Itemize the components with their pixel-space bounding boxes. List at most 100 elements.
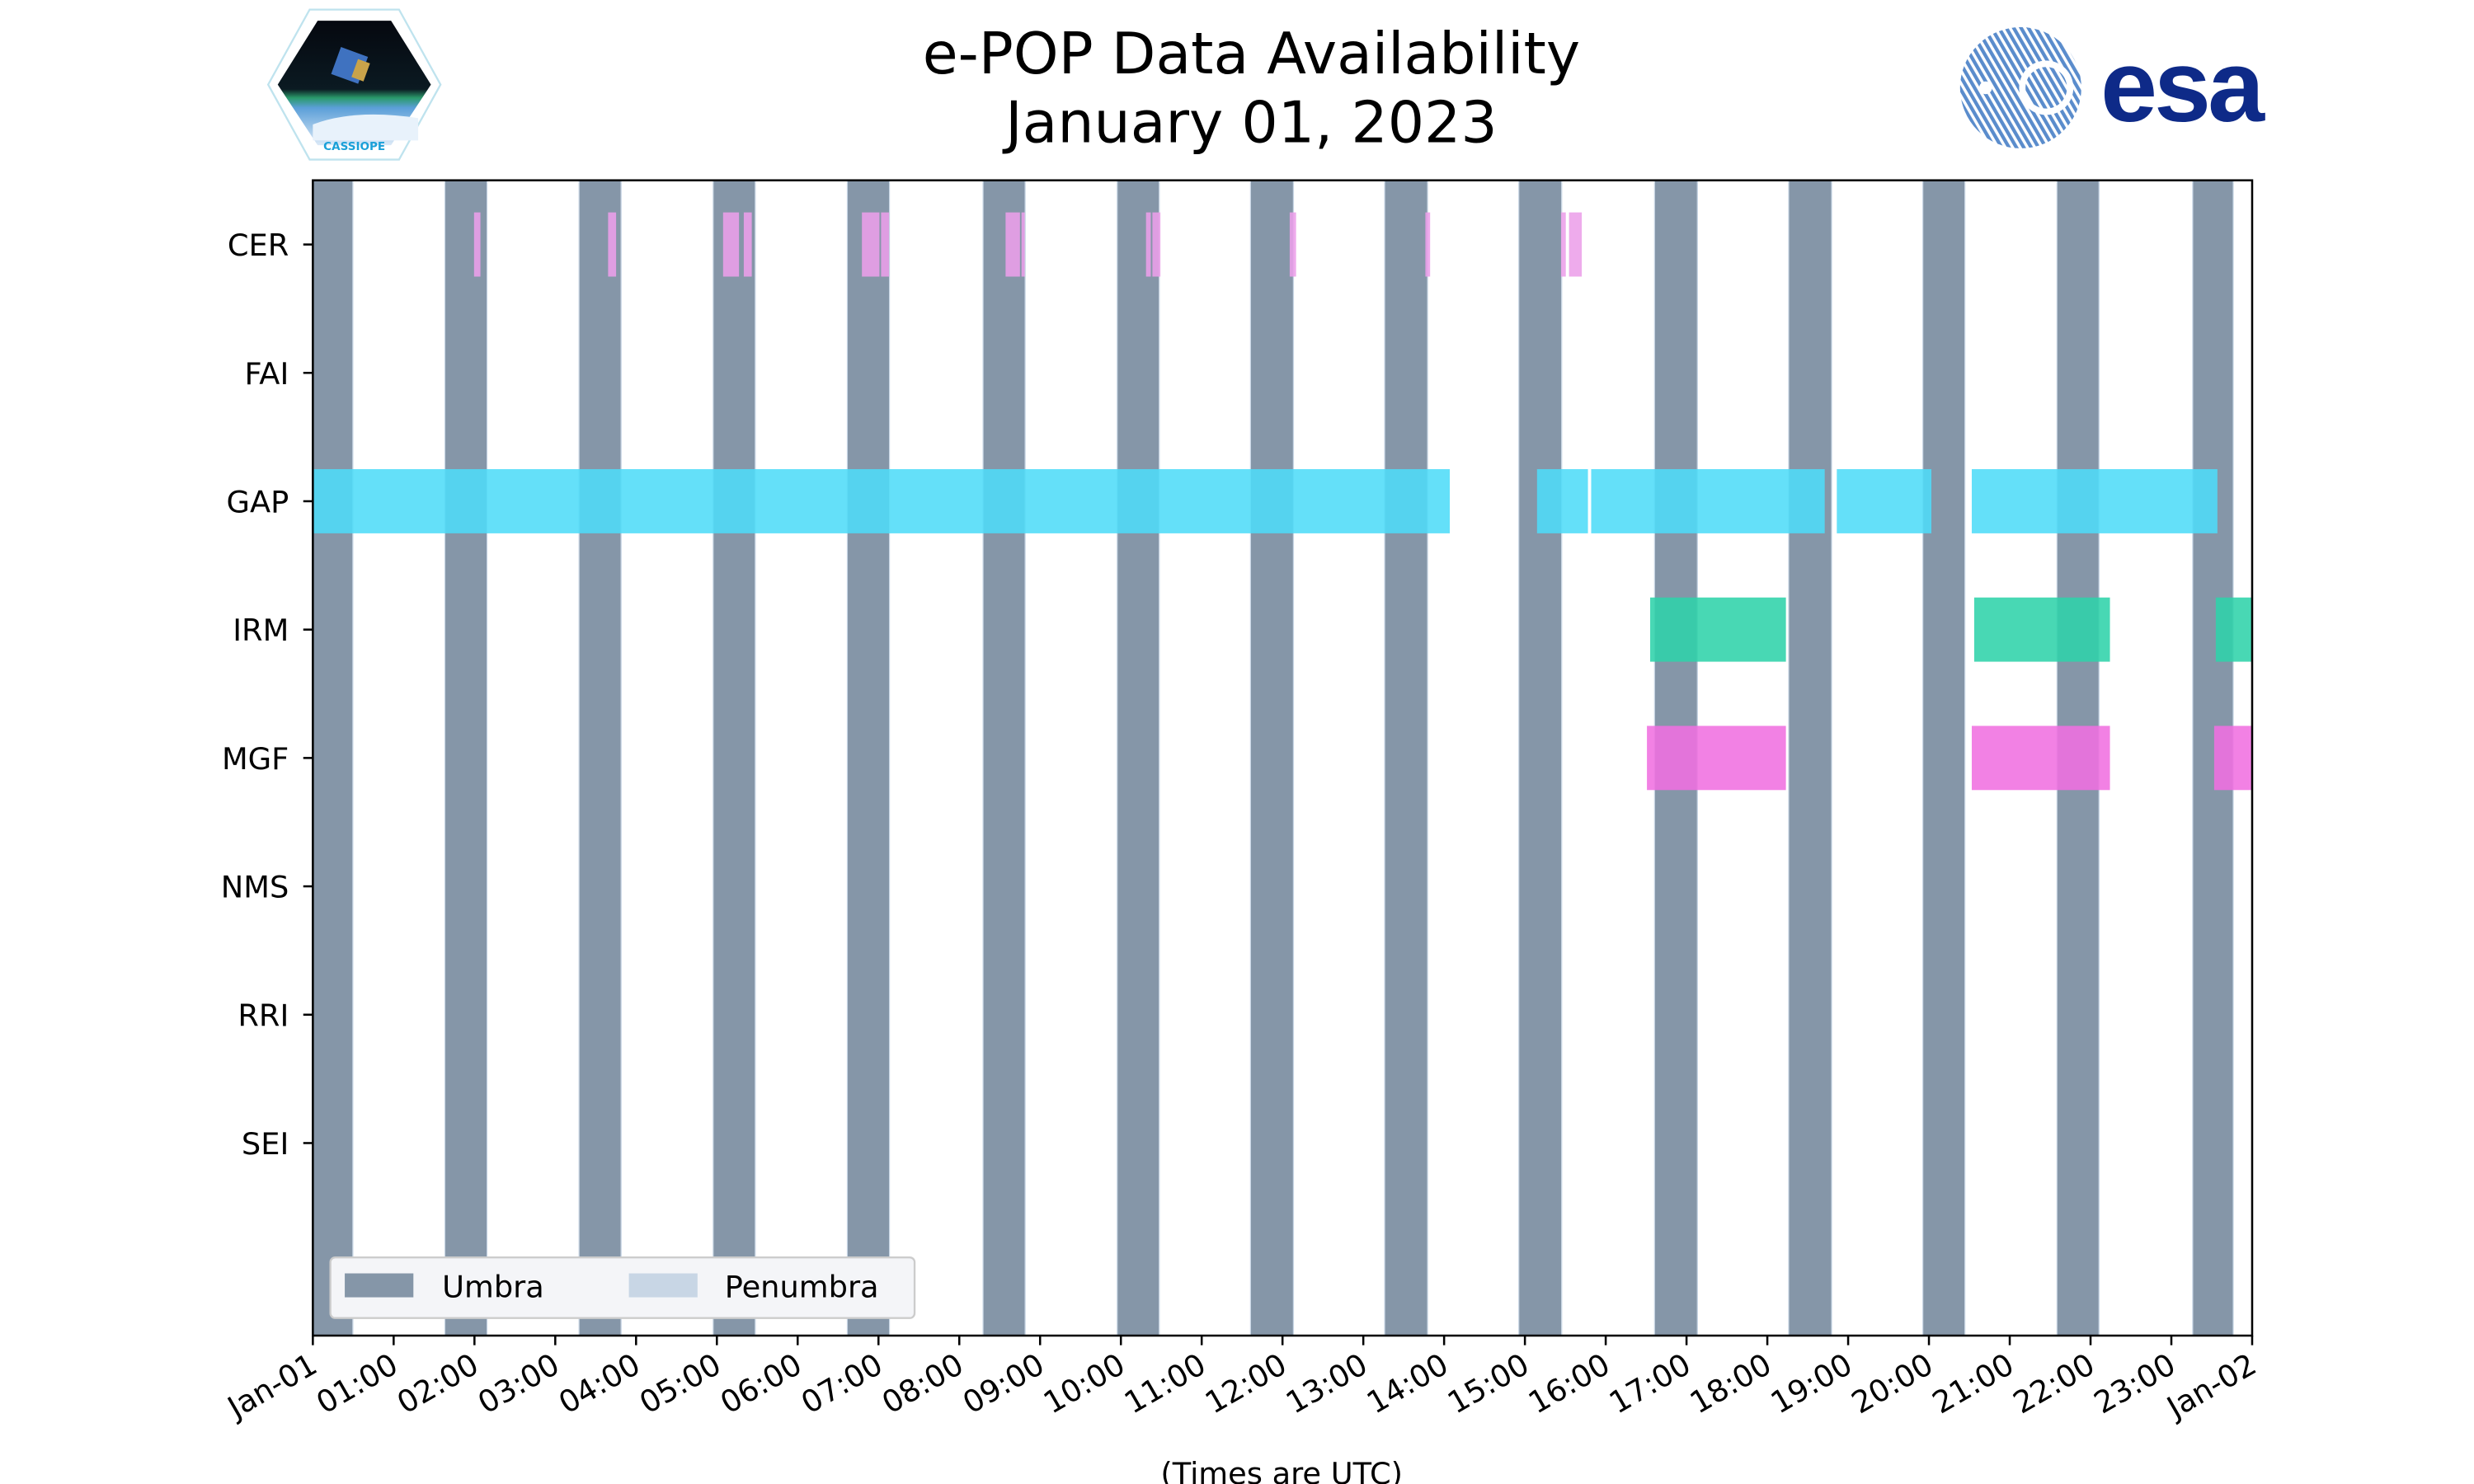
y-tick-label: NMS (221, 870, 289, 905)
x-tick-label: 20:00 (1846, 1346, 1939, 1421)
data-bar-mgf (2213, 726, 2252, 791)
x-tick-label: 11:00 (1118, 1346, 1211, 1421)
x-tick-label: 03:00 (472, 1346, 565, 1421)
x-tick-label: 19:00 (1765, 1346, 1858, 1421)
data-bar-gap (1536, 469, 1588, 533)
penumbra-band (2192, 180, 2194, 1336)
x-tick-label: 18:00 (1684, 1346, 1777, 1421)
data-bar-cer (1560, 212, 1566, 277)
data-bar-cer (1152, 212, 1161, 277)
x-tick-label: 07:00 (795, 1346, 888, 1421)
umbra-band (1385, 180, 1427, 1336)
x-tick-label: 16:00 (1522, 1346, 1616, 1421)
umbra-band (713, 180, 755, 1336)
legend-umbra-label: Umbra (442, 1270, 544, 1305)
x-tick-label: 02:00 (391, 1346, 484, 1421)
data-bar-cer (1289, 212, 1296, 277)
umbra-band (1250, 180, 1293, 1336)
data-bar-cer (1425, 212, 1431, 277)
umbra-band (445, 180, 487, 1336)
data-bar-cer (862, 212, 880, 277)
x-tick-label: 10:00 (1037, 1346, 1131, 1421)
svg-text:CASSIOPE: CASSIOPE (323, 140, 385, 153)
legend-penumbra-swatch (628, 1273, 698, 1298)
x-tick-label: Jan-02 (2160, 1346, 2262, 1426)
x-tick-label: 12:00 (1199, 1346, 1292, 1421)
svg-text:esa: esa (2100, 30, 2265, 143)
penumbra-band (982, 180, 984, 1336)
x-tick-label: 09:00 (957, 1346, 1050, 1421)
data-bar-gap (313, 469, 1451, 533)
umbra-band (983, 180, 1025, 1336)
chart-title-line1: e-POP Data Availability (922, 22, 1581, 88)
umbra-layer (312, 180, 2234, 1336)
penumbra-band (1964, 180, 1966, 1336)
umbra-band (579, 180, 621, 1336)
x-tick-label: 08:00 (876, 1346, 969, 1421)
data-bar-cer (608, 212, 617, 277)
data-bar-gap (1837, 469, 1931, 533)
penumbra-band (620, 180, 622, 1336)
legend-umbra-swatch (345, 1273, 414, 1298)
esa-logo: esa (1959, 26, 2269, 149)
data-bar-cer (743, 212, 752, 277)
x-tick-label: 21:00 (1926, 1346, 2020, 1421)
umbra-band (1519, 180, 1562, 1336)
penumbra-band (1292, 180, 1295, 1336)
legend: Umbra Penumbra (329, 1256, 916, 1319)
cassiope-logo: CASSIOPE (266, 8, 442, 161)
umbra-band (1117, 180, 1159, 1336)
x-tick-label: 22:00 (2007, 1346, 2100, 1421)
penumbra-band (1427, 180, 1428, 1336)
x-axis: Jan-0101:0002:0003:0004:0005:0006:0007:0… (220, 1336, 2262, 1426)
penumbra-band (1384, 180, 1385, 1336)
umbra-band (313, 180, 353, 1336)
umbra-band (1789, 180, 1832, 1336)
data-bar-cer (1569, 212, 1583, 277)
y-axis: CER FAI GAP IRM MGF NMS RRI SEI (221, 228, 313, 1162)
data-bar-gap (1591, 469, 1825, 533)
data-bar-cer (722, 212, 740, 277)
x-tick-label: 01:00 (310, 1346, 403, 1421)
penumbra-band (888, 180, 891, 1336)
y-tick-label: SEI (242, 1126, 289, 1162)
penumbra-band (1518, 180, 1520, 1336)
penumbra-band (1561, 180, 1563, 1336)
data-bar-irm (2215, 597, 2252, 662)
y-tick-label: FAI (245, 356, 289, 392)
data-bar-cer (1021, 212, 1025, 277)
chart-title-line2: January 01, 2023 (1005, 91, 1498, 157)
x-tick-label: 17:00 (1603, 1346, 1696, 1421)
penumbra-band (1788, 180, 1790, 1336)
penumbra-band (444, 180, 446, 1336)
x-tick-label: 13:00 (1280, 1346, 1373, 1421)
x-tick-label: 15:00 (1442, 1346, 1535, 1421)
x-tick-label: 05:00 (633, 1346, 727, 1421)
umbra-band (848, 180, 889, 1336)
data-bar-mgf (1647, 726, 1786, 791)
data-bar-mgf (1971, 726, 2110, 791)
y-tick-label: IRM (233, 613, 289, 648)
data-bar-cer (1145, 212, 1151, 277)
umbra-band (1923, 180, 1965, 1336)
x-tick-label: 06:00 (714, 1346, 807, 1421)
data-bar-irm (1973, 597, 2110, 662)
x-tick-label: 14:00 (1361, 1346, 1454, 1421)
x-tick-label: 04:00 (553, 1346, 646, 1421)
x-axis-label: (Times are UTC) (1160, 1456, 1403, 1484)
penumbra-band (1024, 180, 1026, 1336)
y-tick-label: CER (228, 228, 289, 263)
penumbra-band (352, 180, 354, 1336)
penumbra-band (1249, 180, 1251, 1336)
penumbra-band (846, 180, 849, 1336)
penumbra-band (578, 180, 580, 1336)
penumbra-band (1831, 180, 1832, 1336)
data-bar-irm (1650, 597, 1786, 662)
data-bar-cer (881, 212, 890, 277)
y-tick-label: GAP (227, 485, 289, 520)
data-bar-gap (1971, 469, 2218, 533)
bars-layer (313, 212, 2252, 791)
y-tick-label: MGF (222, 741, 289, 777)
